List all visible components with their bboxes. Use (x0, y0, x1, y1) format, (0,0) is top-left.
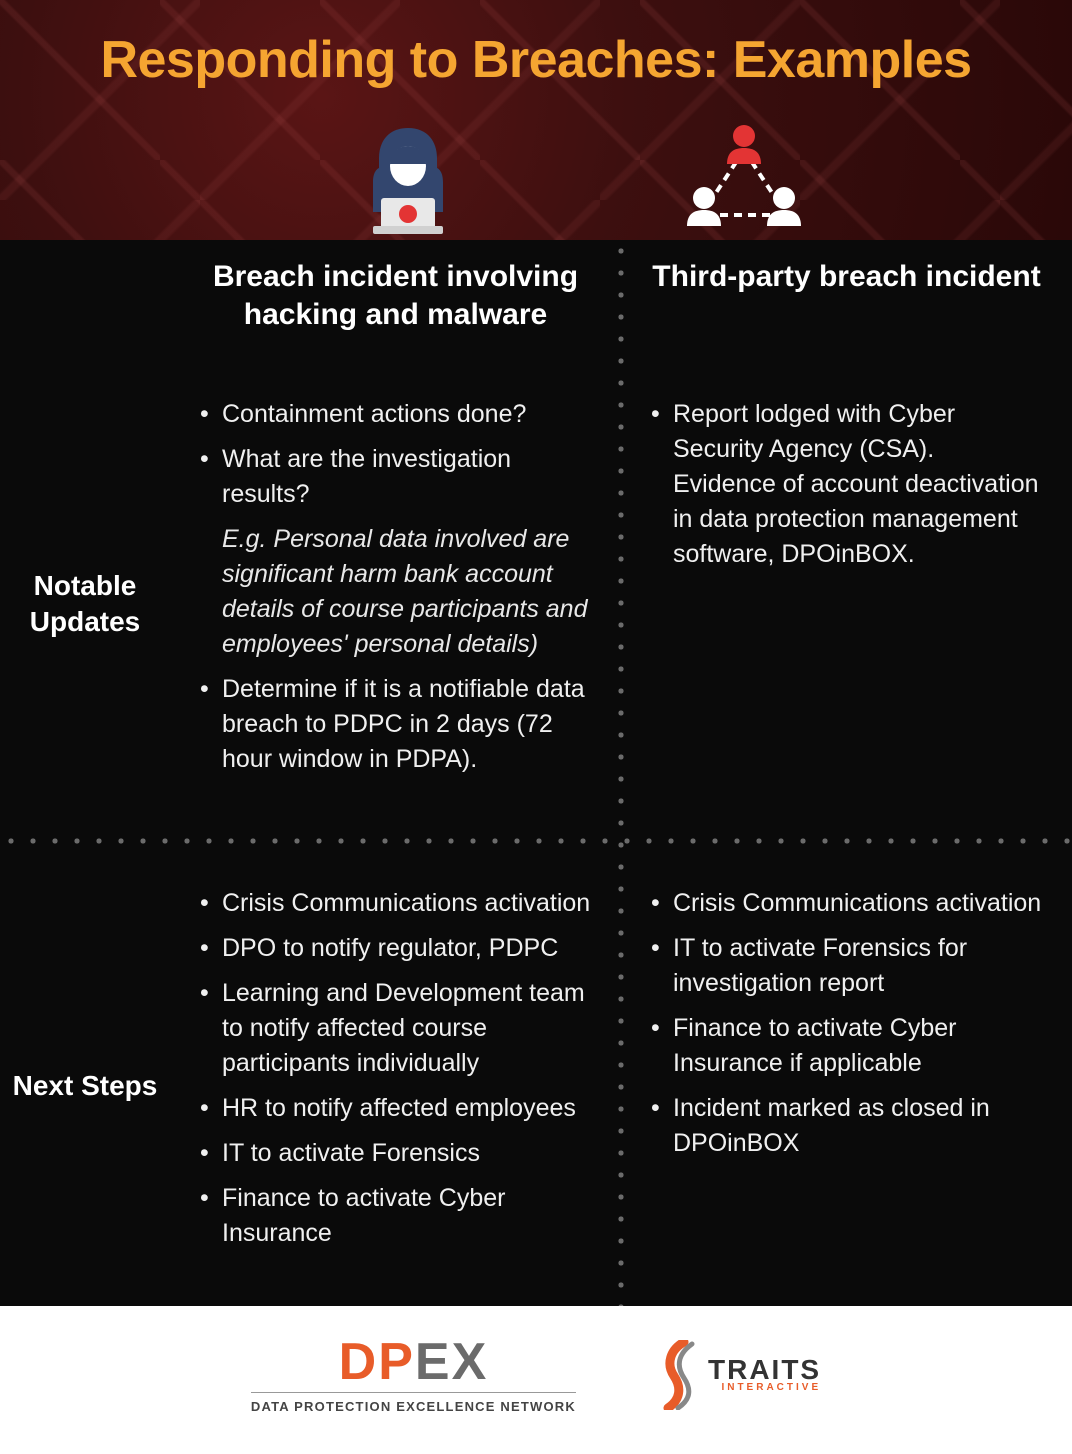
hacker-icon (338, 120, 478, 240)
italic-note: E.g. Personal data involved are signific… (200, 522, 591, 662)
cell-notable-hacking: Containment actions done? What are the i… (170, 377, 621, 833)
cell-next-hacking: Crisis Communications activation DPO to … (170, 866, 621, 1307)
dpex-logo-letters: DPEX (339, 1336, 489, 1388)
cell-next-thirdparty: Crisis Communications activation IT to a… (621, 866, 1072, 1307)
row-label: Next Steps (0, 866, 170, 1307)
footer: DPEX DATA PROTECTION EXCELLENCE NETWORK … (0, 1306, 1072, 1454)
cell-notable-thirdparty: Report lodged with Cyber Security Agency… (621, 377, 1072, 833)
list-item: Determine if it is a notifiable data bre… (200, 672, 591, 777)
list-item: Learning and Development team to notify … (200, 976, 591, 1081)
column-heading: Third-party breach incident (621, 240, 1072, 377)
straits-logo: TRAITS INTERACTIVE (656, 1340, 821, 1410)
list-item: IT to activate Forensics (200, 1136, 591, 1171)
list-item: Finance to activate Cyber Insurance (200, 1181, 591, 1251)
list-item: What are the investigation results? (200, 442, 591, 512)
straits-main: TRAITS (708, 1358, 821, 1382)
horizontal-divider (0, 838, 1072, 844)
list-item: IT to activate Forensics for investigati… (651, 931, 1042, 1001)
list-item: Crisis Communications activation (651, 886, 1042, 921)
row-label: Notable Updates (0, 377, 170, 833)
list-item: Crisis Communications activation (200, 886, 591, 921)
list-item: DPO to notify regulator, PDPC (200, 931, 591, 966)
dpex-tagline: DATA PROTECTION EXCELLENCE NETWORK (251, 1399, 576, 1414)
slide: Responding to Breaches: Examples (0, 0, 1072, 1454)
list-item: Report lodged with Cyber Security Agency… (651, 397, 1042, 572)
list-item: Incident marked as closed in DPOinBOX (651, 1091, 1042, 1161)
icons-row (40, 120, 1032, 240)
dpex-divider (251, 1392, 576, 1393)
list-item: HR to notify affected employees (200, 1091, 591, 1126)
people-network-icon (674, 120, 814, 240)
column-heading: Breach incident involving hacking and ma… (170, 240, 621, 377)
straits-sub: INTERACTIVE (721, 1384, 821, 1393)
page-title: Responding to Breaches: Examples (40, 30, 1032, 90)
straits-s-icon (656, 1340, 702, 1410)
content-region: Breach incident involving hacking and ma… (0, 240, 1072, 1306)
list-item: Finance to activate Cyber Insurance if a… (651, 1011, 1042, 1081)
dpex-logo: DPEX DATA PROTECTION EXCELLENCE NETWORK (251, 1336, 576, 1414)
header-region: Responding to Breaches: Examples (0, 0, 1072, 240)
list-item: Containment actions done? (200, 397, 591, 432)
straits-text: TRAITS INTERACTIVE (708, 1358, 821, 1392)
content-grid: Breach incident involving hacking and ma… (0, 240, 1072, 1306)
corner-spacer (0, 240, 170, 377)
